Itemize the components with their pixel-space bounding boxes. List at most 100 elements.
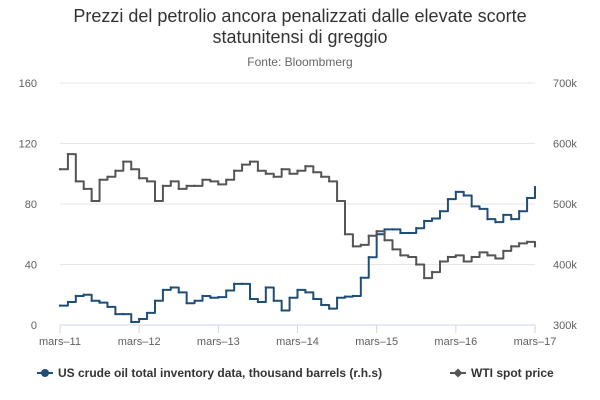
inventory-data-point — [359, 276, 363, 280]
wti-data-point — [66, 152, 70, 156]
wti-data-point — [58, 168, 62, 171]
inventory-data-point — [320, 303, 323, 307]
legend-item-wti[interactable]: WTI spot price — [450, 366, 554, 380]
inventory-data-point — [248, 297, 252, 301]
wti-data-point — [407, 255, 410, 259]
wti-data-point — [98, 178, 101, 181]
wti-data-point — [248, 160, 252, 163]
wti-data-point — [327, 180, 331, 183]
inventory-data-point — [446, 197, 450, 201]
wti-data-point — [232, 169, 236, 172]
wti-data-point — [422, 276, 426, 280]
inventory-data-point — [201, 294, 204, 298]
inventory-data-point — [470, 205, 473, 208]
inventory-data-point — [114, 312, 117, 316]
wti-data-point — [145, 180, 149, 183]
inventory-data-point — [280, 309, 283, 312]
wti-data-point — [486, 254, 489, 257]
inventory-data-point — [217, 295, 220, 299]
inventory-data-point — [486, 217, 489, 221]
x-axis-tick-label: mars–13 — [197, 336, 240, 348]
inventory-data-point — [58, 304, 62, 307]
legend-item-inventory[interactable]: US crude oil total inventory data, thous… — [37, 366, 382, 380]
chart-title: Prezzi del petrolio ancora penalizzati d… — [0, 6, 600, 48]
right-axis-tick-label: 700k — [553, 78, 577, 90]
x-axis-tick-label: mars–12 — [118, 336, 161, 348]
inventory-data-point — [74, 294, 78, 298]
inventory-data-point — [343, 295, 347, 298]
inventory-data-point — [232, 282, 236, 286]
wti-data-point — [256, 169, 260, 172]
legend[interactable]: US crude oil total inventory data, thous… — [37, 366, 554, 380]
wti-data-point — [399, 254, 402, 257]
inventory-data-point — [240, 282, 244, 286]
inventory-data-point — [312, 297, 315, 301]
left-axis-tick-label: 160 — [19, 78, 37, 90]
inventory-data-point — [185, 302, 188, 305]
legend-label: US crude oil total inventory data, thous… — [58, 366, 382, 380]
inventory-data-point — [145, 311, 149, 315]
wti-data-point — [470, 255, 473, 259]
wti-data-point — [185, 184, 188, 188]
wti-data-point — [209, 180, 212, 183]
chart-title-line-2: statunitensi di greggio — [212, 27, 388, 47]
wti-data-point — [415, 263, 418, 266]
wti-data-point — [502, 249, 505, 253]
wti-data-point — [320, 175, 323, 178]
inventory-data-point — [169, 286, 173, 289]
inventory-data-point — [272, 299, 275, 302]
axes: 0 40 80 120 160 300k 400k 500k 600k 700k mars–11 ma… — [19, 78, 578, 348]
right-axis-tick-label: 300k — [553, 320, 577, 332]
wti-data-point — [193, 184, 196, 188]
wti-data-point — [304, 164, 307, 168]
inventory-data-point — [415, 227, 418, 230]
inventory-data-point — [264, 286, 268, 289]
left-axis-tick-label: 80 — [25, 199, 37, 211]
inventory-data-point — [533, 185, 537, 189]
inventory-data-point — [383, 228, 386, 231]
legend-circle-marker — [41, 369, 49, 377]
wti-data-point — [153, 199, 157, 203]
inventory-data-point — [177, 291, 180, 294]
wti-data-point — [367, 234, 370, 237]
right-axis-tick-label: 400k — [553, 260, 577, 272]
wti-data-point — [82, 187, 85, 191]
wti-data-point — [264, 172, 268, 175]
left-axis-tick-label: 40 — [25, 260, 37, 272]
wti-data-point — [383, 239, 386, 242]
inventory-data-point — [351, 294, 355, 298]
wti-data-point — [494, 257, 497, 260]
wti-data-point — [312, 171, 315, 174]
inventory-data-point — [517, 210, 521, 213]
wti-data-point — [343, 233, 347, 236]
inventory-data-point — [454, 190, 458, 194]
inventory-data-point — [407, 231, 410, 235]
inventory-data-point — [304, 291, 307, 294]
x-axis-tick-label: mars–17 — [514, 336, 557, 348]
inventory-data-point — [66, 300, 70, 304]
inventory-data-point — [137, 317, 141, 321]
wti-data-point — [280, 168, 283, 171]
inventory-data-point — [502, 213, 505, 217]
inventory-data-point — [525, 196, 529, 200]
wti-data-point — [130, 168, 133, 171]
inventory-data-point — [391, 228, 394, 231]
legend-diamond-marker — [453, 368, 463, 378]
wti-data-point — [462, 260, 465, 263]
inventory-data-point — [193, 299, 196, 302]
wti-data-point — [335, 199, 339, 203]
inventory-data-point — [422, 219, 426, 223]
inventory-data-point — [82, 293, 85, 296]
inventory-data-point — [296, 288, 299, 292]
series-line-wti — [60, 153, 536, 280]
wti-data-point — [288, 172, 291, 175]
x-axis-tick-label: mars–16 — [434, 336, 477, 348]
wti-data-point — [375, 230, 378, 233]
chart-title-line-1: Prezzi del petrolio ancora penalizzati d… — [73, 6, 527, 26]
inventory-data-point — [153, 299, 157, 302]
inventory-data-point — [98, 301, 101, 304]
inventory-data-point — [462, 194, 465, 197]
wti-data-point — [478, 251, 481, 254]
wti-data-point — [74, 180, 78, 183]
